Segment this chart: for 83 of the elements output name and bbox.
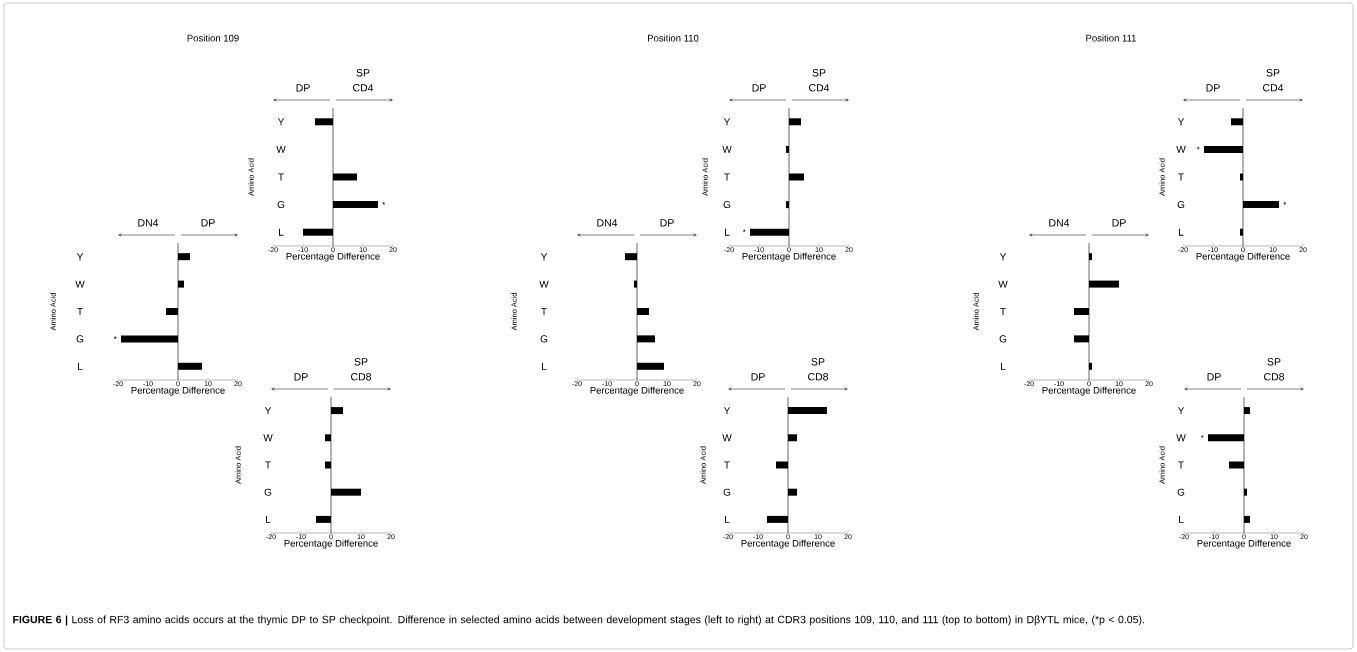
y-tick-label: Y [540, 253, 548, 261]
y-tick-label: T [1178, 461, 1184, 469]
y-tick-label: G [999, 335, 1007, 343]
text: SP CD8 [808, 358, 829, 381]
x-axis-title: Percentage Difference [742, 252, 836, 262]
text: SP CD8 [1264, 358, 1285, 381]
y-tick-label: G [540, 335, 548, 343]
y-tick-label: L [542, 362, 547, 370]
caption: FIGURE 6 | [13, 615, 68, 626]
y-tick-label: W [75, 280, 85, 288]
y-tick-label: W [722, 434, 732, 442]
y-tick-label: T [1000, 308, 1006, 315]
text: DP [296, 84, 310, 92]
y-tick-label: L [78, 362, 83, 370]
y-tick-label: Y [723, 118, 731, 126]
x-axis-title: Percentage Difference [590, 386, 684, 396]
y-tick-label: T [77, 308, 83, 315]
annotation: * [742, 229, 746, 233]
y-tick-label: T [724, 461, 730, 469]
text: DN4 [1049, 219, 1070, 227]
y-tick-label: G [277, 201, 285, 209]
y-tick-label: T [724, 173, 730, 181]
text: DP [201, 219, 215, 227]
x-axis-title: Percentage Difference [131, 386, 225, 396]
text: SP CD4 [353, 69, 374, 92]
text: SP CD8 [351, 358, 372, 381]
text: DP [1112, 219, 1126, 227]
annotation: * [1196, 146, 1200, 150]
y-tick-label: G [76, 335, 84, 343]
text: SP CD4 [1263, 69, 1284, 92]
y-tick-label: G [723, 488, 731, 496]
x-axis-title: Percentage Difference [1042, 386, 1136, 396]
y-tick-label: Y [264, 407, 272, 415]
annotation: * [382, 201, 386, 205]
annotation: * [1200, 435, 1204, 438]
y-tick-label: W [263, 434, 273, 442]
y-tick-label: L [1179, 515, 1184, 523]
y-tick-label: G [264, 488, 272, 496]
annotation: * [113, 336, 117, 339]
y-tick-label: L [725, 228, 730, 236]
y-tick-label: G [1177, 201, 1185, 209]
y-tick-label: L [725, 515, 730, 523]
y-tick-label: T [1178, 173, 1184, 181]
chart-title: Position 110 [648, 34, 699, 42]
y-tick-label: L [266, 515, 271, 523]
y-tick-label: Y [999, 253, 1007, 261]
y-tick-label: Y [1177, 407, 1185, 415]
y-tick-label: W [539, 280, 549, 288]
chart-title: Position 109 [187, 34, 239, 42]
text: SP CD4 [809, 69, 830, 92]
y-tick-label: L [1179, 228, 1184, 236]
text: DP [660, 219, 674, 227]
y-tick-label: L [279, 228, 284, 236]
text: Loss of RF3 amino acids occurs at the thymic DP to SP checkpoint. Difference in selected amino acids between development stages (left to right) at CDR3 positions 109, 110, and 111 (top to bottom) in DβYTL mice, (*p < 0.05). [72, 615, 1144, 626]
y-tick-label: Y [277, 118, 285, 126]
y-tick-label: W [722, 145, 732, 153]
annotation: * [1283, 201, 1287, 205]
y-tick-label: Y [723, 407, 731, 415]
y-tick-label: W [276, 145, 286, 153]
text: DP [1206, 84, 1220, 92]
y-tick-label: T [541, 308, 547, 315]
y-tick-label: W [998, 280, 1008, 288]
y-tick-label: T [265, 461, 271, 469]
text: DP [751, 373, 765, 381]
text: DP [294, 373, 308, 381]
y-tick-label: W [1176, 145, 1186, 153]
x-axis-title: Percentage Difference [741, 539, 835, 549]
text: DP [752, 84, 766, 92]
y-tick-label: L [1001, 362, 1006, 370]
y-tick-label: T [278, 173, 284, 181]
chart-title: Position 111 [1086, 34, 1136, 42]
text: DN4 [597, 219, 618, 227]
y-tick-label: G [1177, 488, 1185, 496]
y-tick-label: Y [1177, 118, 1185, 126]
text: DN4 [138, 219, 159, 227]
x-axis-title: Percentage Difference [286, 252, 380, 262]
y-tick-label: Y [76, 253, 84, 261]
text: DP [1207, 373, 1221, 381]
y-tick-label: W [1176, 434, 1186, 442]
x-axis-title: Percentage Difference [1197, 539, 1291, 549]
y-tick-label: G [723, 201, 731, 209]
x-axis-title: Percentage Difference [284, 539, 378, 549]
x-axis-title: Percentage Difference [1196, 252, 1290, 262]
